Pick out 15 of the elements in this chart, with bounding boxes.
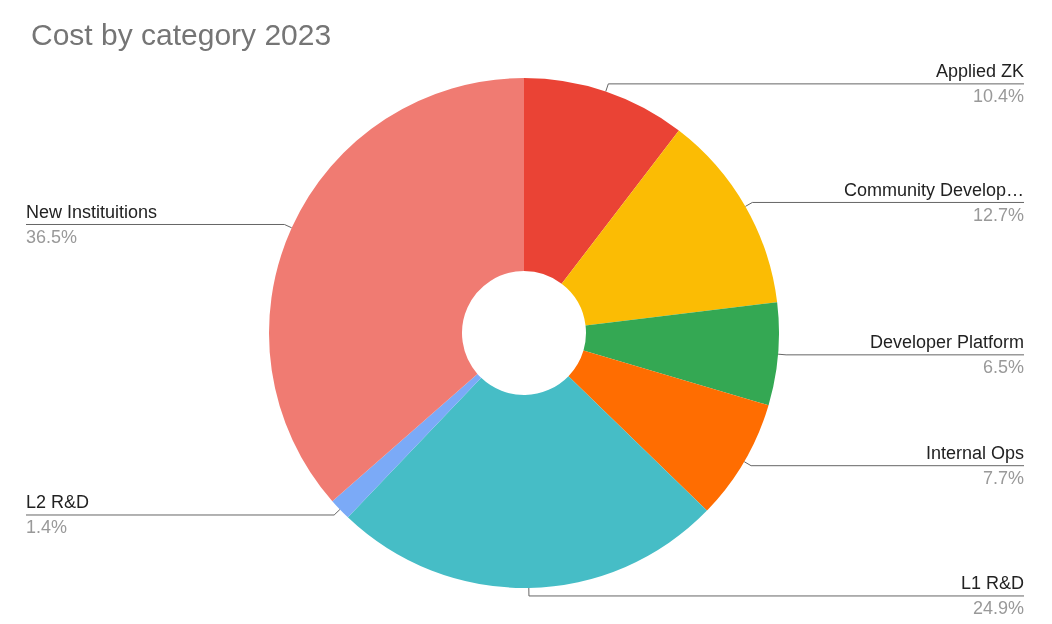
data-label: 6.5% [982,357,1024,378]
data-label: 36.5% [26,227,78,247]
slice-label: Developer Platform [869,332,1024,353]
slice-label: Internal Ops [925,443,1024,464]
data-label: 24.9% [972,598,1024,619]
data-label: 12.7% [972,204,1024,225]
slice-label: L1 R&D [960,573,1024,594]
slice-label: L2 R&D [26,492,90,513]
slice-label: Applied ZK [935,61,1024,82]
slice-label: Community Develop… [843,179,1024,200]
data-label: 7.7% [982,468,1024,489]
chart-title: Cost by category 2023 [31,17,332,51]
data-label: 1.4% [26,517,68,538]
slice-label: New Instituitions [26,202,158,222]
data-label: 10.4% [972,86,1024,107]
